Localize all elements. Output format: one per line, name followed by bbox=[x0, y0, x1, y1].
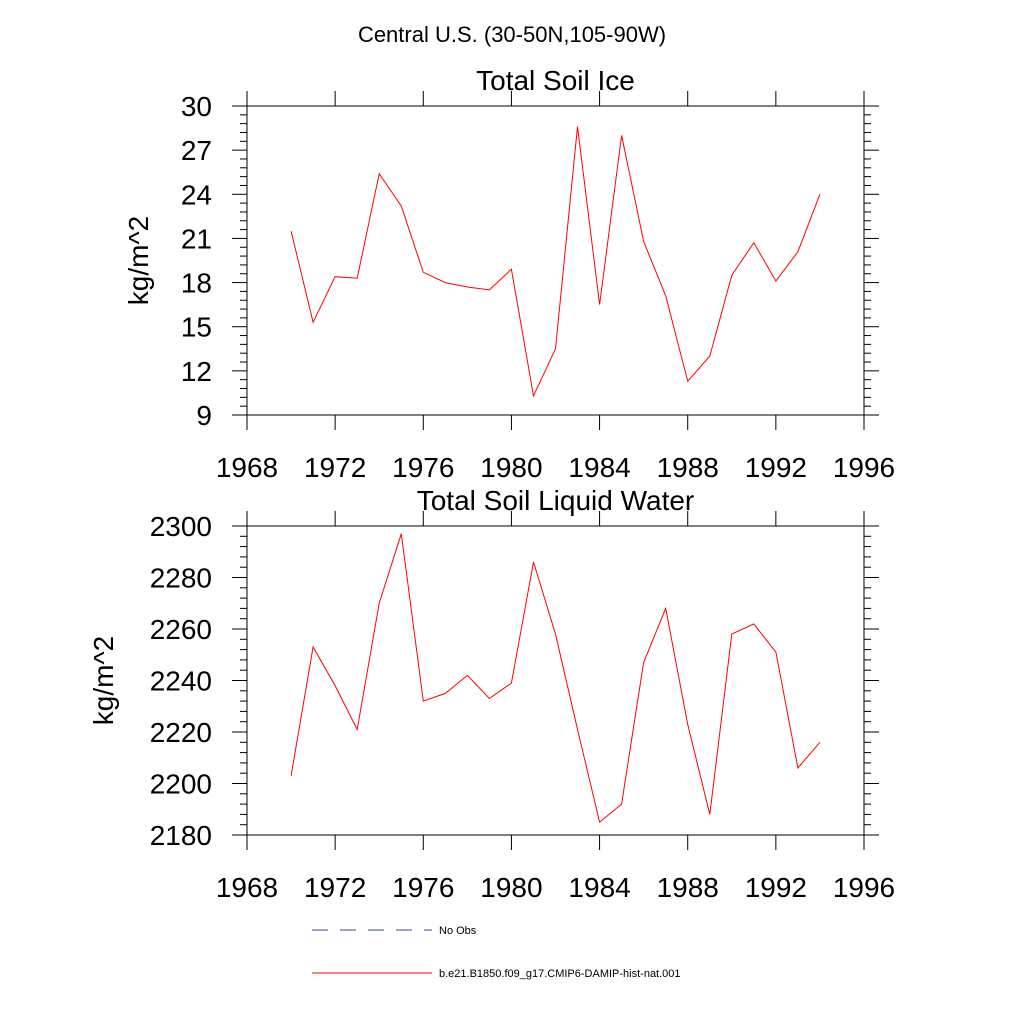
x-tick-label: 1976 bbox=[392, 872, 454, 903]
y-tick-label: 30 bbox=[181, 91, 212, 122]
x-tick-label: 1968 bbox=[216, 452, 278, 483]
plot-frame bbox=[246, 105, 865, 416]
y-tick-label: 2180 bbox=[150, 820, 212, 851]
series-line bbox=[290, 126, 821, 398]
y-tick-label: 9 bbox=[196, 400, 212, 431]
x-tick-label: 1988 bbox=[657, 872, 719, 903]
series-line bbox=[290, 533, 821, 823]
y-tick-label: 2240 bbox=[150, 666, 212, 697]
chart-panel-1: Total Soil Ice 1968 1972 1976 1980 1984 1988 19… bbox=[123, 65, 895, 483]
x-tick-label: 1992 bbox=[745, 452, 807, 483]
x-tick-label: 1996 bbox=[833, 452, 895, 483]
x-tick-label: 1992 bbox=[745, 872, 807, 903]
chart-title: Total Soil Liquid Water bbox=[417, 485, 695, 516]
y-tick-label: 2280 bbox=[150, 563, 212, 594]
legend-label-model: b.e21.B1850.f09_g17.CMIP6-DAMIP-hist-nat… bbox=[439, 968, 681, 980]
x-tick-label: 1972 bbox=[304, 452, 366, 483]
plot-frame bbox=[246, 525, 865, 836]
x-tick-label: 1984 bbox=[568, 452, 630, 483]
x-tick-label: 1968 bbox=[216, 872, 278, 903]
figure-suptitle: Central U.S. (30-50N,105-90W) bbox=[358, 22, 666, 47]
x-tick-label: 1996 bbox=[833, 872, 895, 903]
legend-label-no-obs: No Obs bbox=[439, 925, 477, 937]
y-axis-label: kg/m^2 bbox=[88, 636, 119, 725]
x-tick-label: 1980 bbox=[480, 872, 542, 903]
x-tick-label: 1972 bbox=[304, 872, 366, 903]
x-tick-label: 1988 bbox=[657, 452, 719, 483]
y-tick-label: 24 bbox=[181, 179, 212, 210]
y-tick-label: 2260 bbox=[150, 614, 212, 645]
chart-title: Total Soil Ice bbox=[476, 65, 635, 96]
y-tick-label: 2300 bbox=[150, 511, 212, 542]
y-tick-label: 15 bbox=[181, 312, 212, 343]
chart-panel-2: Total Soil Liquid Water 1968 1972 1976 1980 1… bbox=[88, 485, 895, 903]
x-tick-label: 1980 bbox=[480, 452, 542, 483]
y-axis-label: kg/m^2 bbox=[123, 216, 154, 305]
x-tick-label: 1976 bbox=[392, 452, 454, 483]
y-tick-label: 27 bbox=[181, 135, 212, 166]
y-tick-label: 2220 bbox=[150, 717, 212, 748]
y-tick-label: 21 bbox=[181, 223, 212, 254]
y-tick-label: 2200 bbox=[150, 769, 212, 800]
y-tick-label: 18 bbox=[181, 268, 212, 299]
legend: No Obs b.e21.B1850.f09_g17.CMIP6-DAMIP-h… bbox=[312, 925, 681, 980]
x-tick-label: 1984 bbox=[568, 872, 630, 903]
y-tick-label: 12 bbox=[181, 356, 212, 387]
